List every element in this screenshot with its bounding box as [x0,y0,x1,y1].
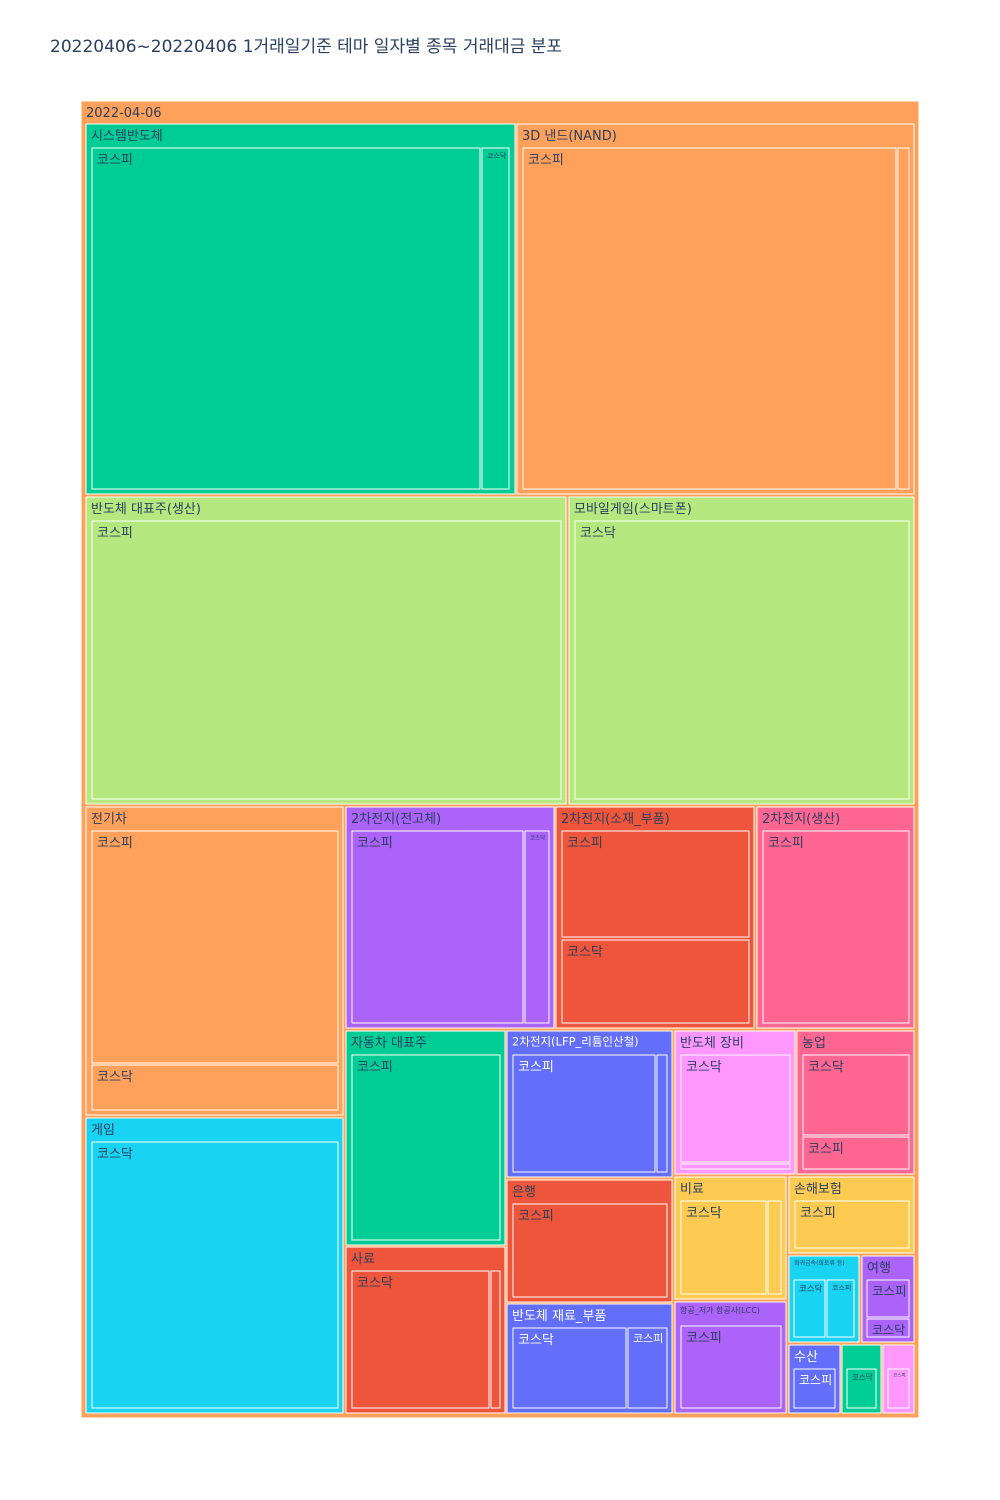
treemap-market-tile[interactable] [680,1325,782,1409]
treemap-market-label: 코스피 [518,1060,554,1075]
treemap-market-tile[interactable] [91,830,339,1064]
treemap-market-tile[interactable] [794,1200,910,1249]
treemap-market-label: 코스피 [832,1283,851,1292]
treemap-market-tile[interactable] [793,1279,826,1338]
treemap-market-tile[interactable] [512,1054,656,1173]
treemap-theme-label: 자동차 대표주 [351,1036,427,1051]
chart-title: 20220406~20220406 1거래일기준 테마 일자별 종목 거래대금 … [50,37,563,57]
treemap-market-tile[interactable] [481,147,510,490]
treemap-theme-label: 2차전지(전고체) [351,812,441,827]
treemap-market-tile[interactable] [802,1054,910,1136]
treemap-market-tile[interactable] [91,520,562,800]
treemap-theme-label: 수산 [794,1350,818,1365]
treemap-market-tile[interactable] [802,1136,910,1170]
treemap-market-tile[interactable] [561,830,750,938]
treemap-market-tile[interactable] [91,1064,339,1111]
treemap-market-label: 코스닥 [487,151,507,160]
treemap-market-tile[interactable] [846,1368,877,1409]
treemap-market-tile[interactable] [91,1141,339,1409]
treemap-market-label: 코스피 [800,1206,836,1221]
treemap-market-label: 코스피 [799,1373,832,1387]
treemap-market-label: 코스피 [768,836,804,851]
treemap-theme-label: 사료 [351,1252,375,1267]
treemap-market-tile[interactable] [680,1054,791,1163]
treemap-market-label: 코스닥 [518,1333,554,1348]
treemap-market-tile[interactable] [351,1054,501,1241]
treemap-theme-label: 반도체 재료_부품 [512,1309,606,1324]
treemap-market-label: 코스피 [528,153,564,168]
treemap-market-tile[interactable] [351,1270,490,1409]
treemap-market-label: 코스닥 [97,1147,133,1162]
treemap-market-label: 코스피 [357,1060,393,1075]
treemap-market-tile[interactable] [574,520,910,800]
treemap-theme-label: 2차전지(LFP_리튬인산철) [512,1035,639,1049]
treemap-market-tile[interactable] [490,1270,501,1409]
treemap-theme-label: 전기차 [91,812,127,827]
treemap-market-label: 코스피 [97,836,133,851]
treemap-theme-label: 2차전지(소재_부품) [561,812,670,827]
treemap-theme-label: 모바일게임(스마트폰) [574,502,692,517]
treemap-theme-label: 2차전지(생산) [762,812,840,827]
treemap-market-label: 코스닥 [686,1060,722,1075]
treemap-theme-label: 은행 [512,1184,536,1200]
treemap-theme-label: 3D 낸드(NAND) [522,129,617,144]
treemap-market-tile[interactable] [561,939,750,1024]
treemap-market-tile[interactable] [887,1368,910,1409]
treemap-market-tile[interactable] [767,1200,782,1295]
treemap-theme-label: 반도체 장비 [680,1036,744,1051]
treemap-theme-label: 게임 [91,1123,115,1138]
treemap-theme-label: 여행 [867,1260,891,1276]
treemap-theme-label: 반도체 대표주(생산) [91,502,201,517]
treemap-market-label: 코스피 [633,1332,663,1345]
treemap-market-tile[interactable] [680,1200,767,1295]
treemap-theme-label: 시스템반도체 [91,129,163,144]
treemap-theme-label: 농업 [802,1036,826,1051]
treemap-market-label: 코스피 [357,836,393,851]
treemap-market-tile[interactable] [866,1279,910,1318]
treemap-market-label: 코스닥 [852,1372,873,1382]
treemap-market-label: 코스피 [567,836,603,851]
treemap-market-label: 코스닥 [686,1206,722,1221]
treemap-root-label: 2022-04-06 [86,106,162,121]
treemap-market-label: 코스피 [97,526,133,541]
treemap-market-tile[interactable] [762,830,910,1024]
treemap-market-tile[interactable] [627,1327,668,1409]
treemap-market-tile[interactable] [897,147,910,490]
treemap-market-label: 코스피 [893,1372,905,1379]
treemap-market-label: 코스피 [686,1331,722,1346]
treemap-market-label: 코스닥 [580,526,616,541]
treemap-market-tile[interactable] [522,147,897,490]
treemap-theme-label: 비료 [680,1182,704,1197]
treemap-market-label: 코스닥 [808,1060,844,1075]
treemap-market-label: 코스닥 [530,835,545,842]
treemap-market-tile[interactable] [351,830,524,1024]
treemap-theme-label: 희귀금속(희토류 등) [794,1259,845,1267]
treemap-theme-label: 손해보험 [794,1182,842,1197]
treemap-market-label: 코스피 [518,1209,554,1224]
treemap-market-label: 코스닥 [872,1323,905,1337]
treemap-market-tile[interactable] [524,830,550,1024]
treemap-market-tile[interactable] [656,1054,668,1173]
treemap-market-label: 코스피 [872,1284,907,1299]
treemap-market-label: 코스닥 [799,1284,823,1295]
treemap-market-label: 코스닥 [97,1070,133,1085]
treemap-theme-label: 항공_저가 항공사(LCC) [680,1306,760,1315]
treemap-market-label: 코스피 [97,153,133,168]
treemap-market-tile[interactable] [826,1279,855,1338]
treemap-market-tile[interactable] [91,147,481,490]
treemap-market-tile[interactable] [512,1203,668,1298]
treemap-market-tile[interactable] [866,1318,910,1338]
treemap-market-tile[interactable] [680,1163,791,1170]
treemap-market-label: 코스피 [808,1142,844,1157]
treemap-market-label: 코스닥 [567,945,603,960]
treemap-market-tile[interactable] [793,1368,836,1409]
treemap-market-label: 코스닥 [357,1276,393,1291]
treemap-market-tile[interactable] [512,1327,627,1409]
